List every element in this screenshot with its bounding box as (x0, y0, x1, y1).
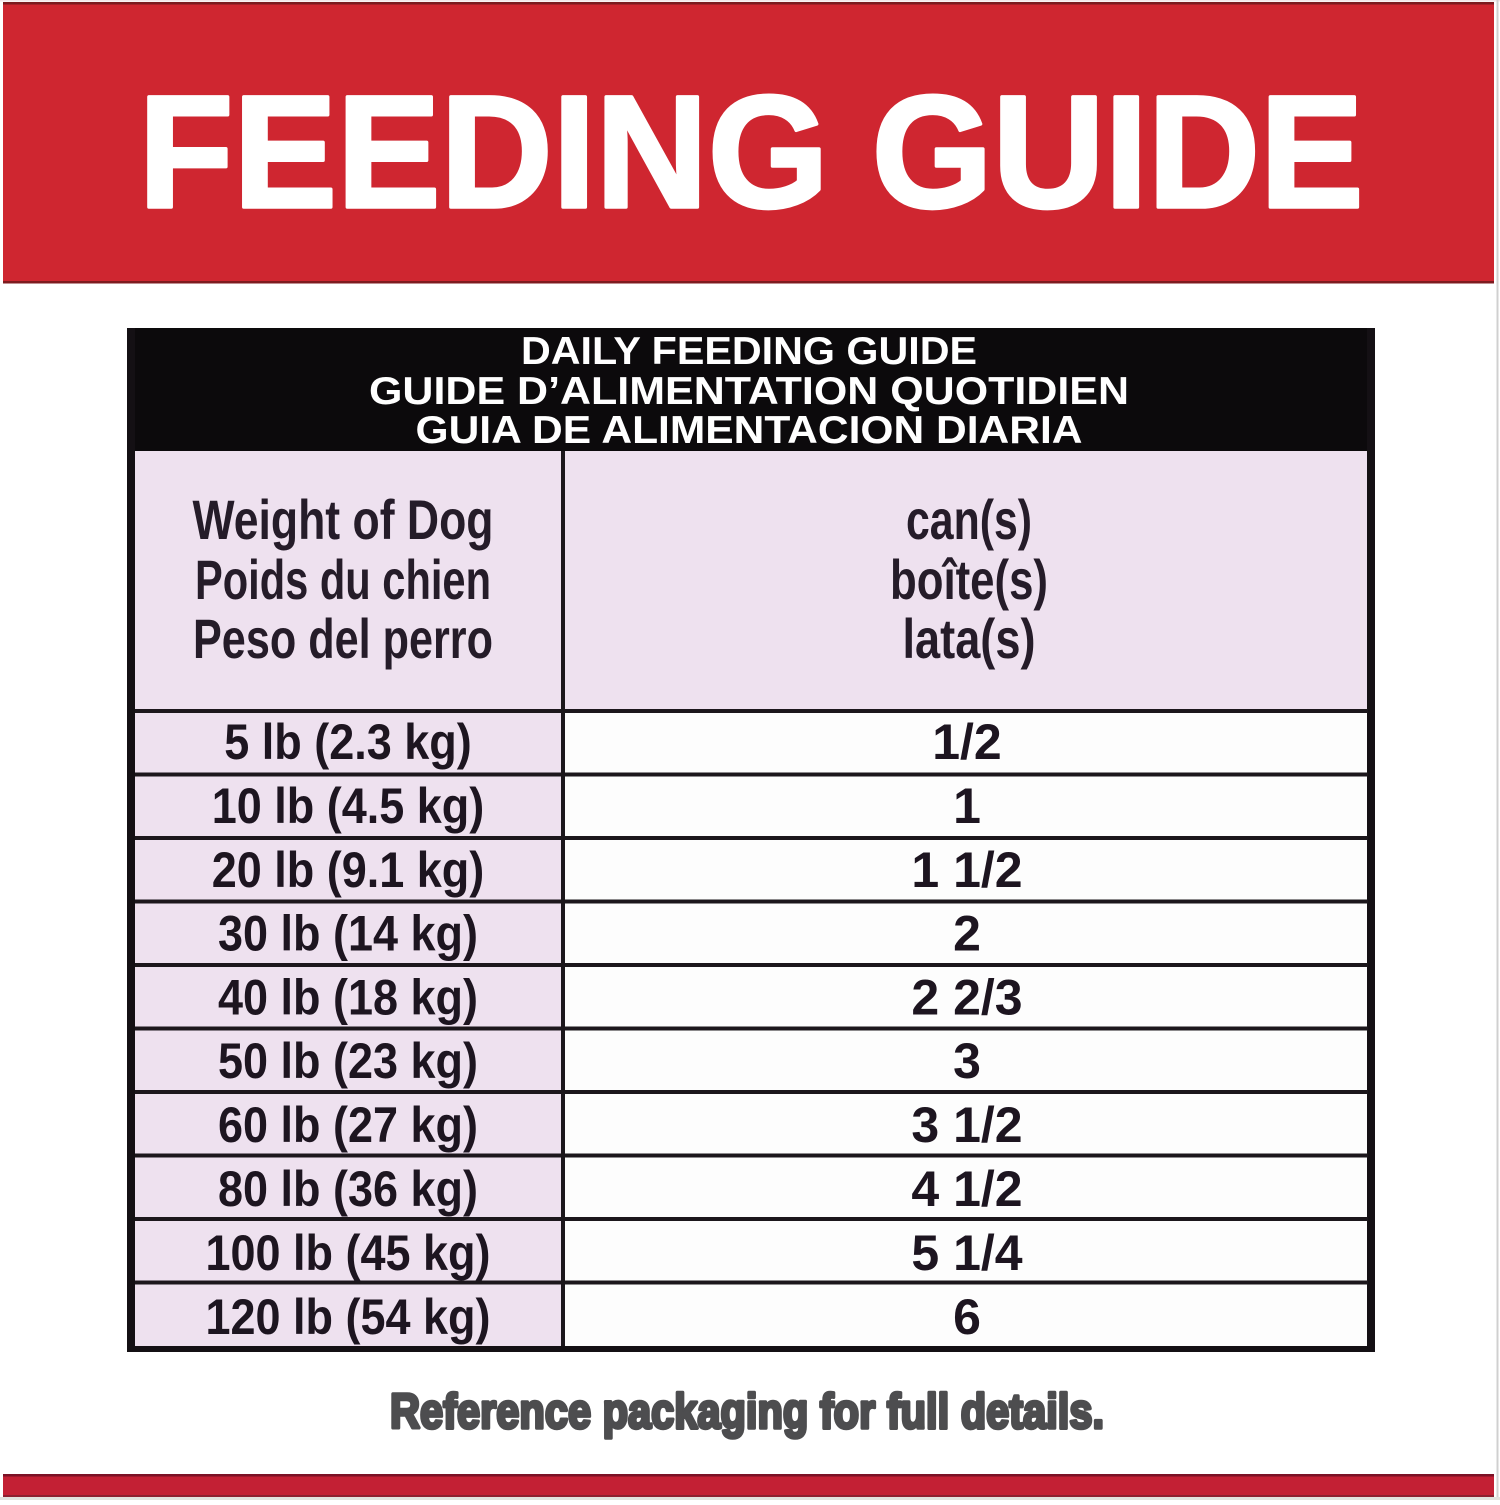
svg-text:100 lb (45 kg): 100 lb (45 kg) (206, 1225, 491, 1281)
svg-text:2 2/3: 2 2/3 (911, 970, 1022, 1026)
svg-text:1 1/2: 1 1/2 (911, 842, 1022, 898)
svg-text:Poids du chien: Poids du chien (195, 548, 491, 611)
svg-text:DAILY FEEDING GUIDE: DAILY FEEDING GUIDE (521, 330, 977, 373)
svg-text:20 lb (9.1 kg): 20 lb (9.1 kg) (212, 842, 485, 898)
svg-text:boîte(s): boîte(s) (890, 548, 1048, 611)
svg-text:lata(s): lata(s) (903, 607, 1036, 670)
svg-text:40 lb (18 kg): 40 lb (18 kg) (218, 970, 478, 1026)
svg-text:1/2: 1/2 (932, 714, 1002, 770)
svg-text:6: 6 (953, 1289, 981, 1345)
svg-text:GUIDE D’ALIMENTATION QUOTIDIEN: GUIDE D’ALIMENTATION QUOTIDIEN (369, 370, 1129, 413)
svg-text:GUIA DE ALIMENTACION DIARIA: GUIA DE ALIMENTACION DIARIA (416, 409, 1083, 452)
svg-text:2: 2 (953, 906, 981, 962)
svg-text:50 lb (23 kg): 50 lb (23 kg) (218, 1033, 478, 1089)
svg-text:can(s): can(s) (906, 488, 1032, 551)
svg-text:1: 1 (953, 778, 981, 834)
svg-text:Reference packaging for full d: Reference packaging for full details. (390, 1385, 1104, 1439)
svg-text:4 1/2: 4 1/2 (911, 1161, 1022, 1217)
svg-text:10 lb (4.5 kg): 10 lb (4.5 kg) (212, 778, 485, 834)
svg-text:3: 3 (953, 1033, 981, 1089)
svg-text:5 1/4: 5 1/4 (911, 1225, 1022, 1281)
svg-text:120 lb (54 kg): 120 lb (54 kg) (206, 1289, 491, 1345)
svg-text:30 lb (14 kg): 30 lb (14 kg) (218, 906, 478, 962)
svg-text:Weight of Dog: Weight of Dog (193, 488, 494, 551)
svg-text:5 lb (2.3 kg): 5 lb (2.3 kg) (224, 714, 472, 770)
svg-text:3 1/2: 3 1/2 (911, 1097, 1022, 1153)
svg-text:60 lb (27 kg): 60 lb (27 kg) (218, 1097, 478, 1153)
svg-text:Peso del perro: Peso del perro (193, 607, 493, 670)
svg-text:FEEDING GUIDE: FEEDING GUIDE (139, 62, 1364, 241)
svg-text:80 lb (36 kg): 80 lb (36 kg) (218, 1161, 478, 1217)
